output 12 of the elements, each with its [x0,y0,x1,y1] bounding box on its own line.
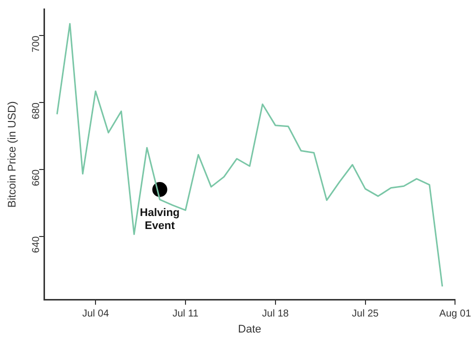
y-tick-label: 640 [30,236,42,253]
x-tick-label: Aug 01 [439,308,472,320]
x-tick-label: Jul 18 [262,308,290,320]
y-tick-label: 700 [30,35,42,52]
annotation: Halving Event [140,207,180,232]
y-tick-label: 680 [30,102,42,120]
y-axis-title: Bitcoin Price (in USD) [6,101,19,208]
y-tick-label: 660 [30,169,42,186]
x-axis-title: Date [238,323,262,336]
x-tick-label: Jul 11 [172,308,199,320]
x-tick-label: Jul 04 [82,308,110,320]
x-tick-label: Jul 25 [352,308,380,320]
